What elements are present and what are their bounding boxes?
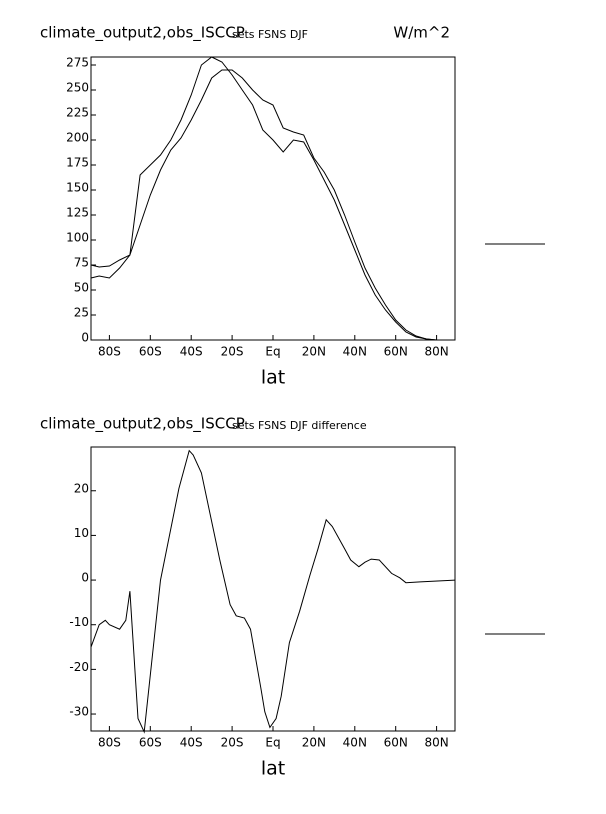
x-tick-label: 80N bbox=[424, 736, 448, 750]
y-tick-label: 150 bbox=[66, 181, 89, 195]
x-tick-label: Eq bbox=[265, 736, 280, 750]
y-tick-label: 50 bbox=[74, 281, 89, 295]
chart-subtitle: sets FSNS DJF difference bbox=[232, 419, 367, 432]
x-tick-label: 20S bbox=[221, 736, 244, 750]
chart-subtitle: sets FSNS DJF bbox=[232, 28, 308, 41]
x-tick-label: 60S bbox=[139, 736, 162, 750]
y-tick-label: 75 bbox=[74, 256, 89, 270]
y-tick-label: 0 bbox=[81, 331, 89, 345]
x-axis-label: lat bbox=[261, 758, 285, 780]
x-tick-label: 40S bbox=[180, 736, 203, 750]
x-tick-label: 20N bbox=[302, 345, 326, 359]
y-tick-label: 225 bbox=[66, 106, 89, 120]
y-tick-label: 100 bbox=[66, 231, 89, 245]
y-tick-label: 250 bbox=[66, 81, 89, 95]
x-tick-label: Eq bbox=[265, 345, 280, 359]
y-tick-label: 20 bbox=[74, 481, 89, 495]
y-tick-label: 10 bbox=[74, 526, 89, 540]
x-tick-label: 20S bbox=[221, 345, 244, 359]
y-tick-label: -30 bbox=[69, 705, 89, 719]
x-tick-label: 40S bbox=[180, 345, 203, 359]
chart-title: climate_output2,obs_ISCCP bbox=[40, 24, 245, 43]
y-tick-label: 125 bbox=[66, 206, 89, 220]
x-tick-label: 80S bbox=[98, 345, 121, 359]
y-tick-label: 0 bbox=[81, 571, 89, 585]
y-tick-label: 175 bbox=[66, 156, 89, 170]
units-label: W/m^2 bbox=[393, 24, 450, 42]
x-tick-label: 80S bbox=[98, 736, 121, 750]
y-tick-label: 25 bbox=[74, 306, 89, 320]
x-axis-label: lat bbox=[261, 367, 285, 389]
x-tick-label: 60N bbox=[384, 345, 408, 359]
y-tick-label: -10 bbox=[69, 615, 89, 629]
x-tick-label: 40N bbox=[343, 345, 367, 359]
y-tick-label: 275 bbox=[66, 56, 89, 70]
data-line bbox=[90, 69, 455, 341]
x-tick-label: 80N bbox=[424, 345, 448, 359]
x-tick-label: 60N bbox=[384, 736, 408, 750]
x-tick-label: 40N bbox=[343, 736, 367, 750]
data-line bbox=[90, 56, 455, 341]
x-tick-label: 60S bbox=[139, 345, 162, 359]
y-tick-label: -20 bbox=[69, 660, 89, 674]
x-tick-label: 20N bbox=[302, 736, 326, 750]
y-tick-label: 200 bbox=[66, 131, 89, 145]
data-line bbox=[90, 449, 456, 734]
chart-title: climate_output2,obs_ISCCP bbox=[40, 415, 245, 434]
